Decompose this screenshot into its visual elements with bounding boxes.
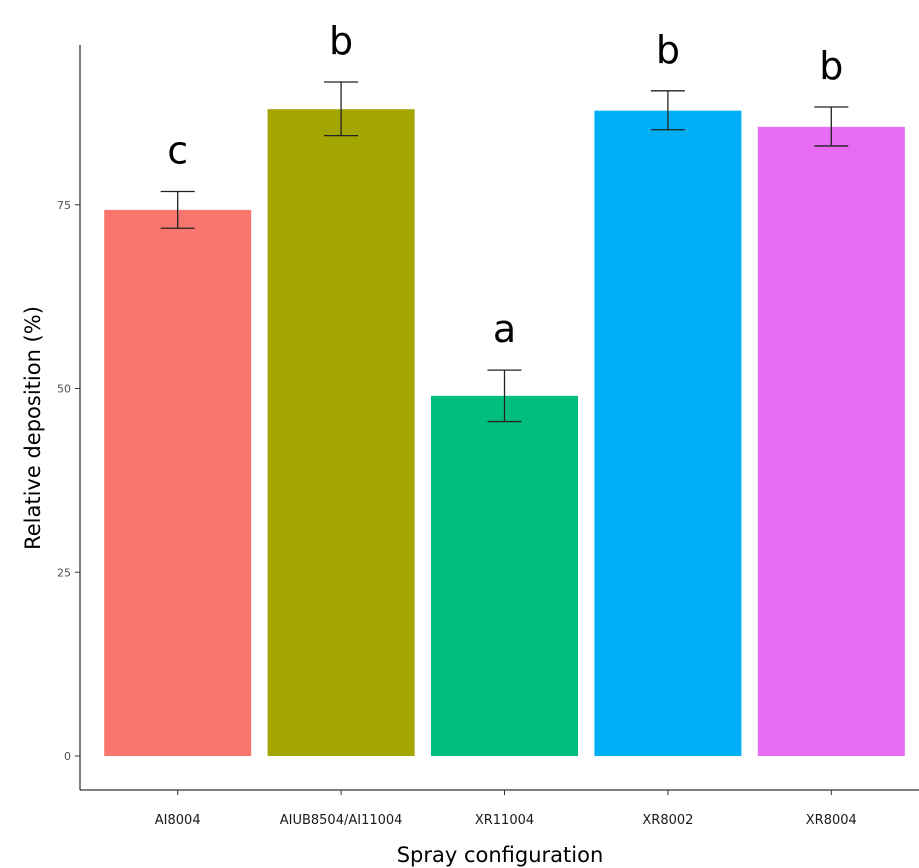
x-tick-label: XR8004	[806, 813, 857, 828]
significance-letter: a	[493, 307, 516, 351]
x-axis-title: Spray configuration	[397, 843, 604, 867]
y-axis-title: Relative deposition (%)	[21, 306, 45, 550]
error-bar	[814, 106, 849, 147]
significance-letter: c	[167, 129, 188, 173]
error-bar	[650, 90, 685, 131]
y-tick-label: 50	[57, 383, 71, 396]
significance-letters: c b a b b	[167, 19, 843, 351]
error-bars	[160, 81, 849, 423]
x-ticks: AI8004 AIUB8504/AI11004 XR11004 XR8002 XR800…	[155, 790, 857, 828]
bar	[267, 109, 415, 756]
bar	[104, 209, 252, 756]
y-tick-label: 0	[64, 750, 71, 763]
x-tick-label: XR8002	[642, 813, 693, 828]
bar	[594, 110, 742, 757]
y-ticks: 0 25 50 75	[57, 199, 80, 763]
error-bar	[160, 190, 195, 229]
y-tick-label: 75	[57, 199, 71, 212]
x-tick-label: AIUB8504/AI11004	[280, 813, 403, 828]
significance-letter: b	[329, 19, 353, 63]
error-bar	[487, 369, 522, 423]
significance-letter: b	[819, 44, 843, 88]
axes	[79, 45, 919, 791]
bars	[104, 109, 905, 757]
x-tick-label: AI8004	[155, 813, 201, 828]
error-bar	[324, 81, 359, 137]
bar	[757, 126, 905, 757]
y-tick-label: 25	[57, 566, 71, 579]
x-tick-label: XR11004	[475, 813, 534, 828]
bar	[431, 395, 578, 756]
significance-letter: b	[656, 28, 680, 72]
